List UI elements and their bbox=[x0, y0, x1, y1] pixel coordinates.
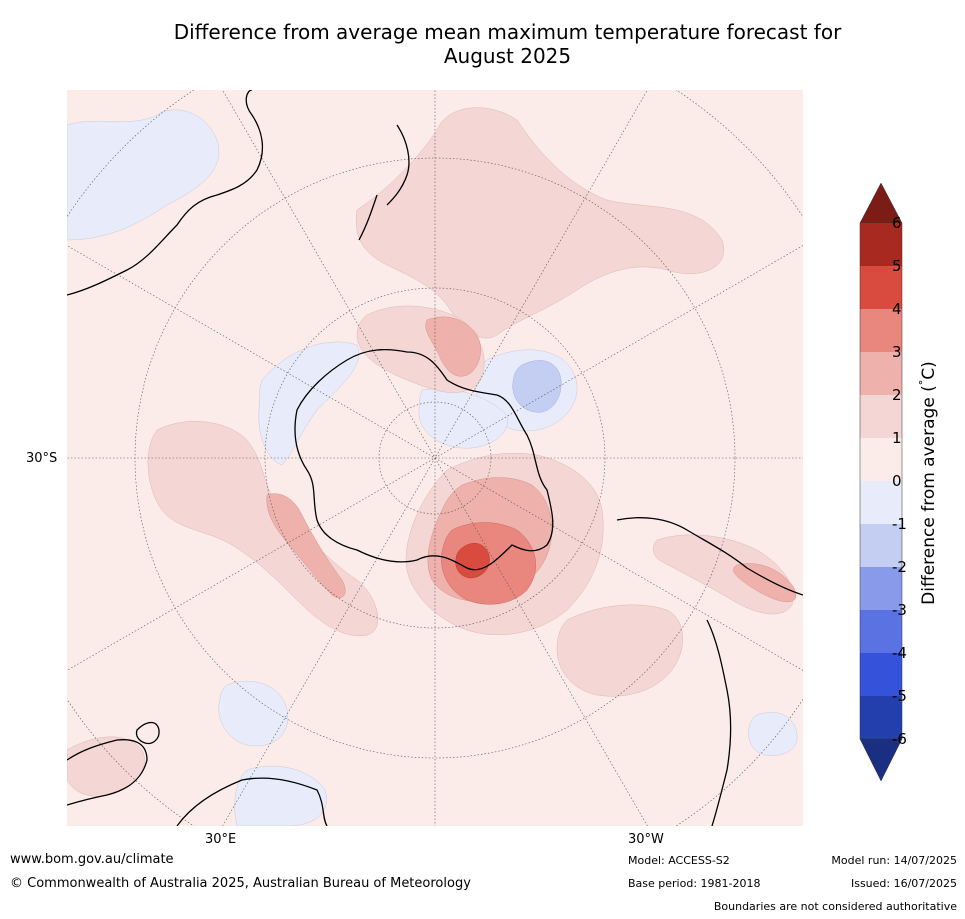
title-line-2: August 2025 bbox=[443, 44, 572, 68]
footer-model-run: Model run: 14/07/2025 bbox=[831, 854, 957, 867]
colorbar-tick: 0 bbox=[892, 472, 902, 490]
colorbar-tick: 4 bbox=[892, 300, 902, 318]
new-zealand-coastline bbox=[358, 124, 410, 241]
colorbar-band-minus4-minus3 bbox=[860, 610, 902, 653]
cool-anomaly-weddell bbox=[512, 360, 562, 413]
footer-model: Model: ACCESS-S2 bbox=[628, 854, 730, 867]
colorbar-scale bbox=[859, 182, 903, 782]
footer-disclaimer: Boundaries are not considered authoritat… bbox=[713, 900, 957, 913]
graticule bbox=[67, 90, 803, 826]
warm-anomaly-atlantic-east bbox=[556, 604, 683, 697]
cool-anomaly-africa-coast bbox=[234, 765, 327, 826]
colorbar-band-5-6 bbox=[860, 223, 902, 266]
longitude-label-30w: 30°W bbox=[628, 832, 664, 847]
colorbar-tick: -6 bbox=[892, 730, 907, 748]
map-canvas bbox=[67, 90, 803, 826]
south-america-coastline bbox=[616, 517, 803, 826]
colorbar-label-text: Difference from average ( bbox=[918, 385, 939, 605]
africa-coastline bbox=[67, 739, 328, 826]
colorbar-band-0-1 bbox=[860, 438, 902, 481]
cool-anomaly-east-antarctica bbox=[258, 341, 360, 466]
colorbar-band-3-4 bbox=[860, 309, 902, 352]
longitude-label-30e: 30°E bbox=[205, 832, 237, 847]
colorbar-band-minus6-minus5 bbox=[860, 696, 902, 739]
colorbar-tick: 6 bbox=[892, 214, 902, 232]
colorbar-tick: -2 bbox=[892, 558, 907, 576]
colorbar-band-4-5 bbox=[860, 266, 902, 309]
antarctica-coastline bbox=[294, 348, 554, 571]
colorbar-band-minus2-minus1 bbox=[860, 524, 902, 567]
colorbar-tick: -4 bbox=[892, 644, 907, 662]
colorbar-label-degree: ° bbox=[917, 379, 931, 386]
australia-coastline bbox=[67, 90, 264, 296]
colorbar-tick: 1 bbox=[892, 429, 902, 447]
colorbar-band-minus5-minus4 bbox=[860, 653, 902, 696]
forecast-map bbox=[67, 90, 803, 826]
colorbar-band-1-2 bbox=[860, 395, 902, 438]
footer-base-period: Base period: 1981-2018 bbox=[628, 877, 761, 890]
warm-anomaly-south-america-north bbox=[653, 534, 794, 615]
colorbar bbox=[859, 180, 903, 784]
colorbar-tick: -3 bbox=[892, 601, 907, 619]
colorbar-band-minus3-minus2 bbox=[860, 567, 902, 610]
colorbar-band-minus1-0 bbox=[860, 481, 902, 524]
cool-anomaly-south-america bbox=[748, 712, 798, 756]
warm-anomaly-tasman-pacific bbox=[355, 107, 724, 339]
title-line-1: Difference from average mean maximum tem… bbox=[173, 20, 842, 44]
colorbar-tick: 2 bbox=[892, 386, 902, 404]
chart-title: Difference from average mean maximum tem… bbox=[0, 20, 965, 68]
colorbar-tick: -5 bbox=[892, 687, 907, 705]
madagascar-coastline bbox=[135, 721, 160, 745]
colorbar-tick: 5 bbox=[892, 257, 902, 275]
colorbar-extend-low bbox=[859, 738, 903, 782]
colorbar-tick: 3 bbox=[892, 343, 902, 361]
cool-anomaly-australia-interior bbox=[67, 109, 220, 241]
footer-copyright: © Commonwealth of Australia 2025, Austra… bbox=[10, 876, 471, 891]
colorbar-band-2-3 bbox=[860, 352, 902, 395]
colorbar-tick: -1 bbox=[892, 515, 907, 533]
cool-anomaly-south-africa bbox=[218, 681, 289, 747]
colorbar-label: Difference from average (°C) bbox=[917, 361, 939, 605]
footer-issued: Issued: 16/07/2025 bbox=[850, 877, 957, 890]
coastlines bbox=[67, 90, 803, 826]
latitude-label-30s: 30°S bbox=[26, 451, 58, 466]
footer-website: www.bom.gov.au/climate bbox=[10, 852, 174, 867]
colorbar-label-unit: C) bbox=[918, 361, 939, 380]
warm-anomaly-south-america-east bbox=[733, 563, 797, 603]
warm-anomaly-pacific-south bbox=[425, 316, 481, 377]
